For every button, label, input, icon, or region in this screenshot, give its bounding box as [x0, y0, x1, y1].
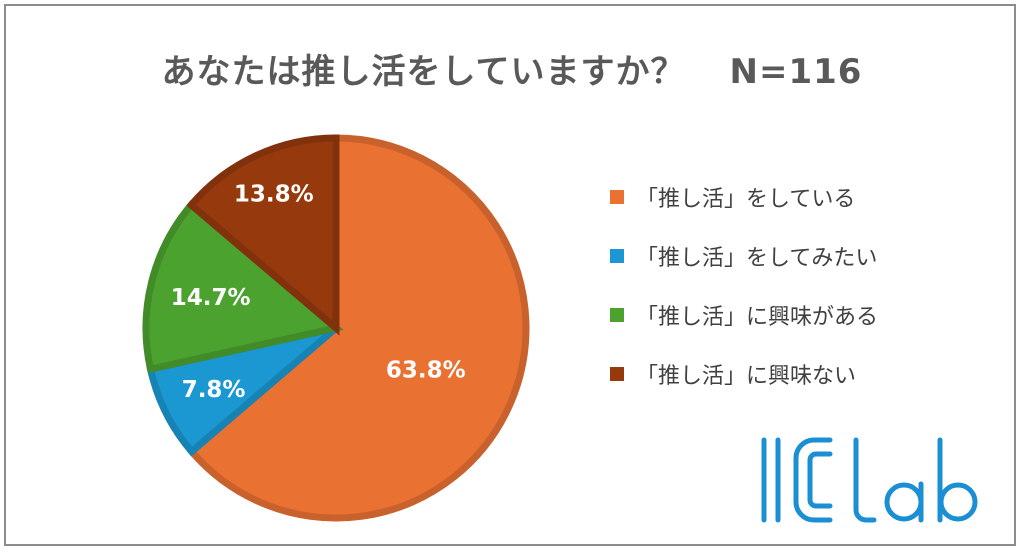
slice-value-label-2: 7.8% — [182, 377, 246, 403]
pie-slice-3 — [142, 199, 344, 374]
legend-label: 「推し活」に興味ない — [636, 364, 857, 389]
legend-swatch — [610, 367, 624, 381]
legend-label: 「推し活」をしている — [636, 187, 856, 212]
slice-value-label-3: 14.7% — [171, 285, 251, 311]
legend-swatch — [610, 308, 624, 322]
slice-value-label-1: 63.8% — [386, 357, 466, 383]
pie-slice-4 — [186, 134, 340, 336]
slice-value-label-4: 13.8% — [234, 181, 314, 207]
legend-swatch — [610, 190, 624, 204]
legend-item-3: 「推し活」に興味がある — [610, 302, 879, 330]
legend-swatch — [610, 249, 624, 263]
legend-item-1: 「推し活」をしている — [610, 184, 878, 212]
legend-item-4: 「推し活」に興味ない — [610, 361, 878, 389]
iclab-logo — [761, 437, 978, 523]
legend: 「推し活」をしている 「推し活」をしてみたい 「推し活」に興味がある 「推し活」に興味… — [610, 184, 878, 420]
legend-item-2: 「推し活」をしてみたい — [610, 243, 878, 271]
title-text: あなたは推し活をしていますか？ — [161, 52, 686, 92]
pie-chart: 63.8% 7.8% 14.7% 13.8% — [142, 134, 530, 522]
chart-title: あなたは推し活をしていますか？ N=116 — [6, 44, 1018, 93]
chart-frame: あなたは推し活をしていますか？ N=116 63.8% 7.8% 14.7% 13.8%… — [4, 4, 1016, 546]
legend-label: 「推し活」に興味がある — [636, 305, 879, 330]
sample-size: N=116 — [729, 52, 863, 92]
pie-slice-1 — [186, 134, 530, 522]
legend-label: 「推し活」をしてみたい — [636, 246, 878, 271]
